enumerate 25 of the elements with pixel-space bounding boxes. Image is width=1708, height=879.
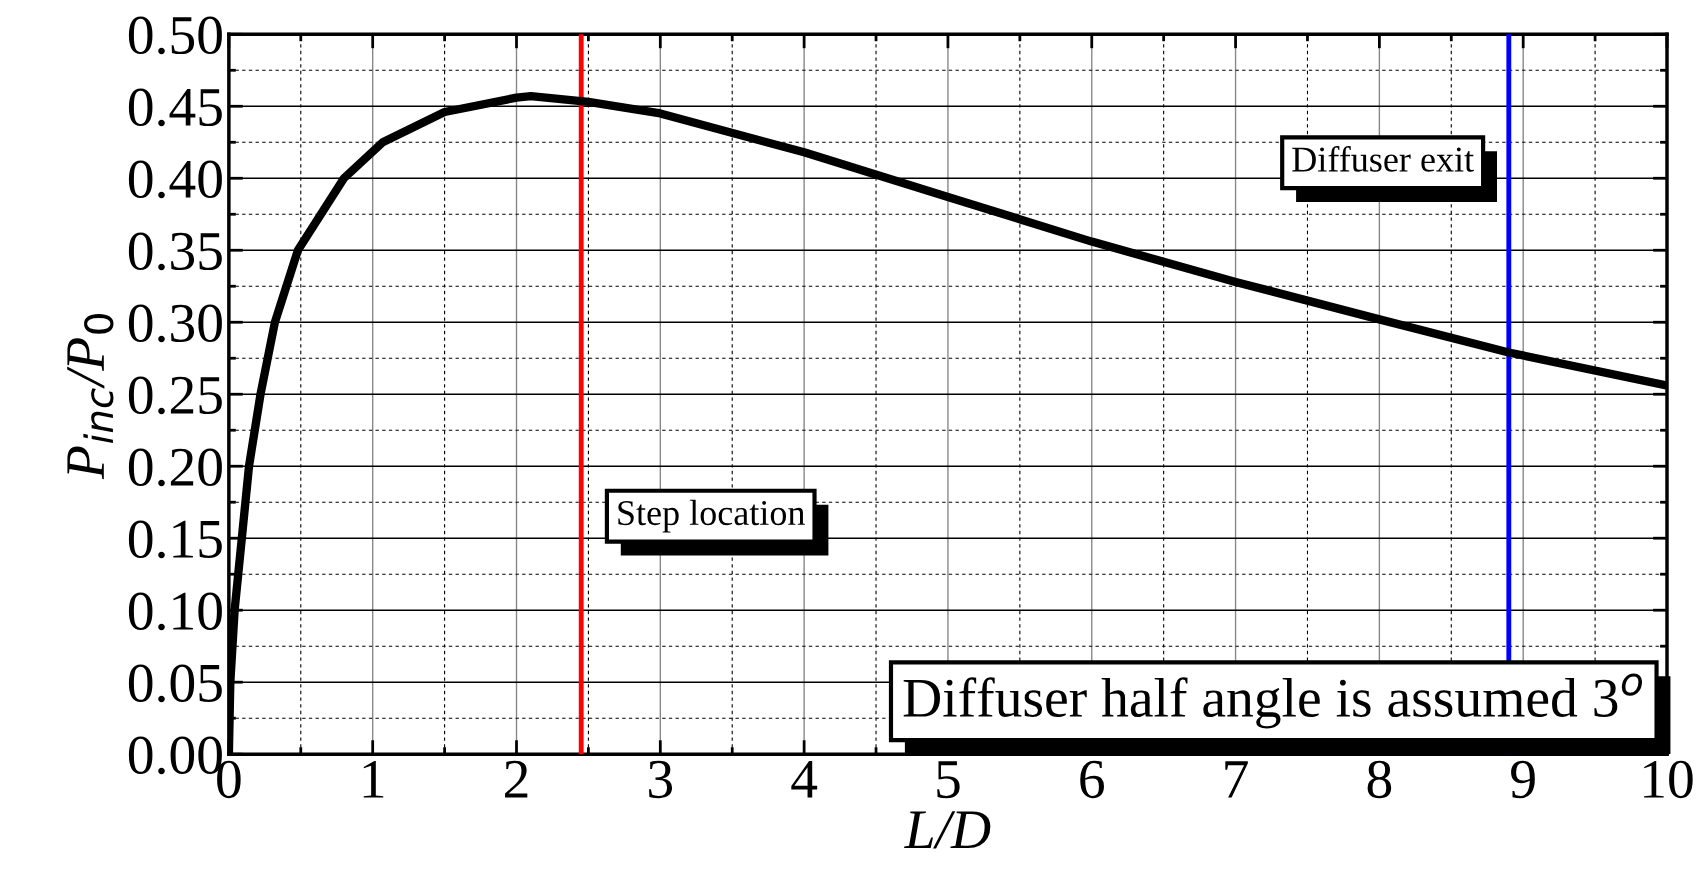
y-tick-label: 0.05 xyxy=(128,664,222,703)
ref-line-label: Diffuser exit xyxy=(1292,145,1474,172)
x-tick-label: 4 xyxy=(791,761,818,798)
x-tick-label: 3 xyxy=(649,760,673,799)
x-tick-label: 9 xyxy=(1511,760,1535,799)
y-tick-label: 0.40 xyxy=(128,160,222,199)
x-tick-label: 6 xyxy=(1080,760,1104,799)
x-tick-label: 8 xyxy=(1367,760,1392,799)
annotation: Diffuser half angle is assumed 3$^{o}$ xyxy=(903,673,1643,729)
y-tick-label: 0.10 xyxy=(128,592,222,631)
x-tick-label: 10 xyxy=(1644,760,1693,799)
y-tick-label: 0.35 xyxy=(128,232,222,271)
x-tick-label: 2 xyxy=(505,760,528,798)
y-tick-label: 0.30 xyxy=(128,304,222,343)
y-tick-label: 0.50 xyxy=(128,16,222,55)
x-tick-label: 1 xyxy=(363,760,384,798)
x-axis-title: L/D xyxy=(904,811,991,849)
y-tick-label: 0.20 xyxy=(128,448,222,487)
y-tick-label: 0.45 xyxy=(128,88,222,127)
ref-line-label: Step location xyxy=(618,499,805,533)
x-tick-label: 5 xyxy=(937,761,960,799)
y-tick-label: 0.25 xyxy=(128,376,222,415)
y-tick-label: 0.15 xyxy=(128,520,222,559)
y-axis-title: P$_{inc}$/P$_{0}$ xyxy=(67,314,114,480)
x-tick-label: 7 xyxy=(1225,761,1248,798)
